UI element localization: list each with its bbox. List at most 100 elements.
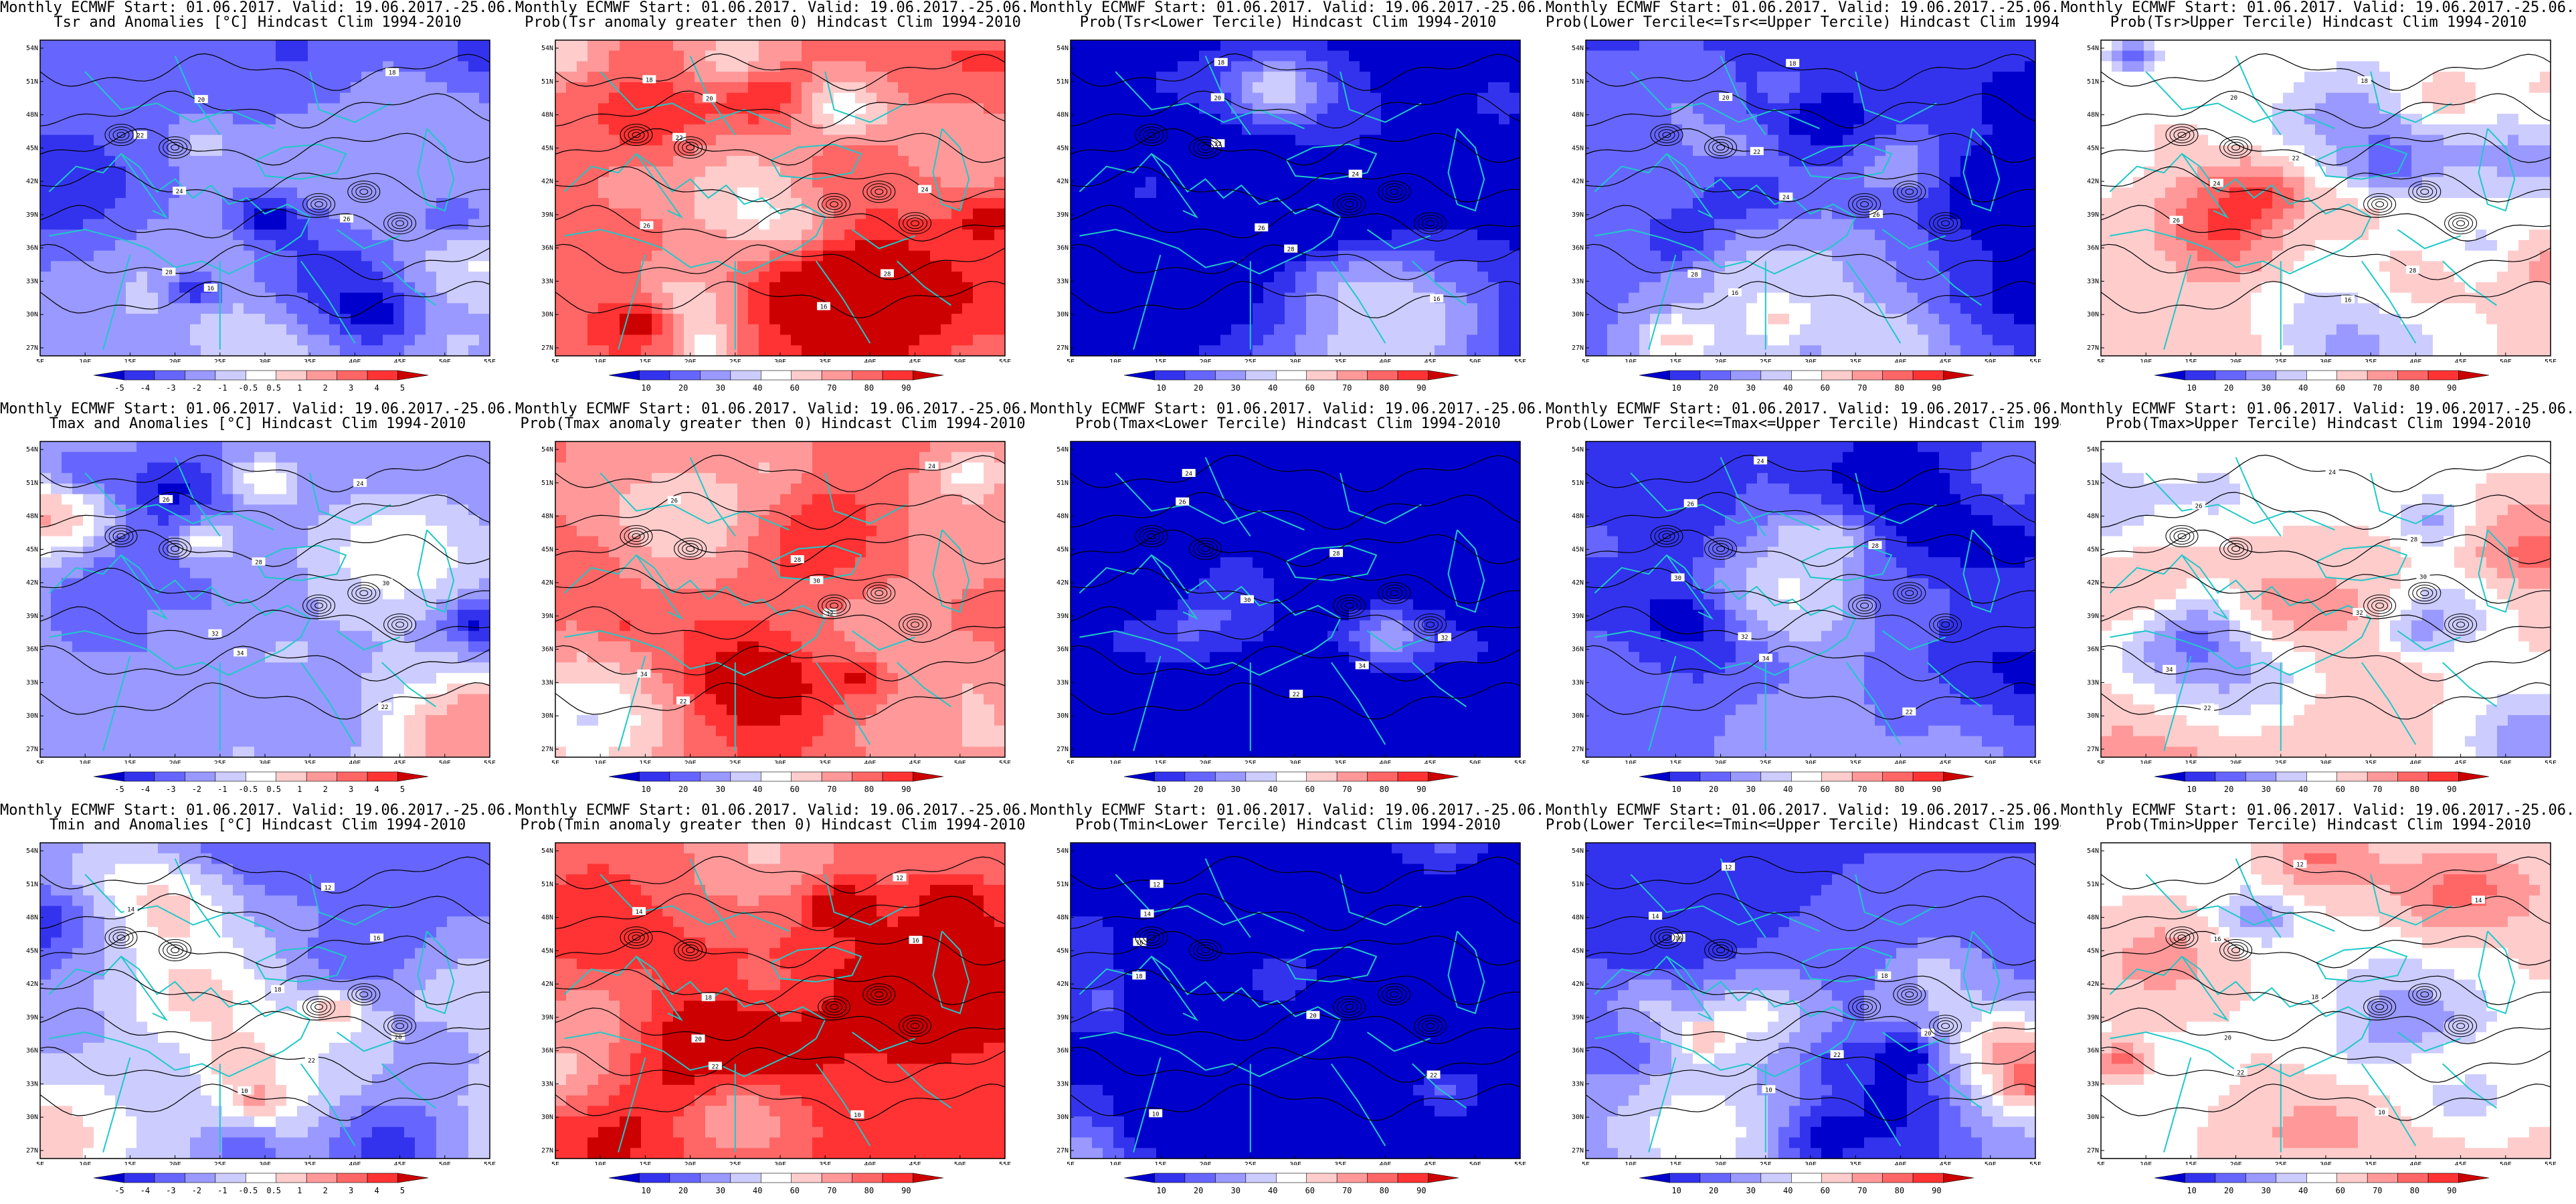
colorbar-label: 30: [1230, 383, 1240, 393]
lon-tick-label: 50E: [954, 760, 966, 764]
lat-tick-label: 36N: [2087, 245, 2099, 252]
lon-tick-label: 45E: [1424, 760, 1437, 764]
contour-label: 24: [928, 464, 935, 470]
lon-tick-label: 10E: [79, 760, 91, 764]
contour-label: 26: [343, 217, 351, 223]
contour-label: 22: [1293, 692, 1300, 698]
forecast-map: 24 26 28 30 32 34 22 54N 51N 48N 45N 42N 39N 36N 33N 30…: [1056, 441, 1526, 764]
lon-tick-label: 25E: [729, 760, 741, 764]
colorbar-label: 60: [2336, 1186, 2345, 1195]
lon-tick-label: 50E: [954, 1161, 966, 1165]
lon-tick-label: 20E: [1715, 359, 1727, 363]
colorbar: 10 20 30 40 60 70 80 90: [2154, 370, 2490, 393]
shaded-field: [2101, 843, 2551, 1159]
lon-tick-label: 55E: [2545, 760, 2557, 764]
colorbar: 10 20 30 40 60 70 80 90: [608, 771, 944, 794]
colorbar-label: 80: [1380, 1186, 1389, 1195]
contour-label: 14: [127, 907, 134, 914]
lat-tick-label: 39N: [26, 1014, 38, 1021]
lon-tick-label: 50E: [1985, 1161, 1997, 1165]
lat-tick-label: 54N: [2087, 847, 2099, 855]
colorbar-label: 2: [323, 383, 328, 393]
lon-tick-label: 35E: [819, 760, 831, 764]
colorbar: -5 -4 -3 -2 -1 -0.5 0.5 1 2 3 4 5: [93, 1173, 429, 1195]
lon-tick-label: 25E: [214, 1161, 226, 1165]
lat-tick-label: 39N: [1572, 211, 1584, 219]
contour-label: 18: [705, 995, 712, 1002]
lat-tick-label: 51N: [26, 881, 38, 888]
panel-title-line1: Monthly ECMWF Start: 01.06.2017. Valid: …: [515, 401, 1030, 417]
shaded-field: [1071, 441, 1521, 758]
lon-tick-label: 55E: [2029, 760, 2041, 764]
lat-tick-label: 36N: [541, 245, 553, 252]
lat-tick-label: 27N: [1056, 746, 1069, 753]
colorbar-label: 60: [1305, 785, 1315, 794]
colorbar-label: -2: [192, 1186, 201, 1195]
colorbar-label: 70: [1342, 1186, 1352, 1195]
lat-tick-label: 45N: [1056, 144, 1069, 152]
shaded-field: [40, 843, 490, 1159]
contour-label: 18: [646, 77, 653, 84]
colorbar: -5 -4 -3 -2 -1 -0.5 0.5 1 2 3 4 5: [93, 771, 429, 794]
lat-tick-label: 51N: [2087, 78, 2099, 86]
lon-tick-label: 25E: [1760, 760, 1772, 764]
forecast-map: 18 20 22 24 26 28 16 54N 51N 48N 45N 42N 39N 36N 33N 30…: [1056, 39, 1526, 363]
colorbar-label: 30: [1230, 1186, 1240, 1195]
lon-tick-label: 35E: [304, 760, 316, 764]
lat-tick-label: 54N: [26, 45, 38, 52]
colorbar-label: 90: [2447, 1186, 2456, 1195]
lon-tick-label: 30E: [774, 1161, 786, 1165]
lat-tick-label: 27N: [541, 344, 553, 352]
colorbar-label: 10: [1156, 1186, 1166, 1195]
lon-tick-label: 25E: [1760, 1161, 1772, 1165]
colorbar: 10 20 30 40 60 70 80 90: [608, 370, 944, 393]
colorbar-label: 20: [678, 785, 688, 794]
colorbar-label: 60: [790, 785, 800, 794]
colorbar-label: 4: [374, 383, 379, 393]
lon-tick-label: 55E: [1514, 359, 1526, 363]
contour-lines: 12 14 16 18 20 22 10: [39, 856, 490, 1121]
map-panel: Monthly ECMWF Start: 01.06.2017. Valid: …: [1546, 0, 2061, 401]
lon-tick-label: 45E: [1940, 1161, 1952, 1165]
colorbar-label: 90: [1416, 383, 1426, 393]
contour-label: 10: [2378, 1110, 2385, 1116]
lon-tick-label: 5E: [551, 359, 559, 363]
lat-tick-label: 51N: [1056, 78, 1069, 86]
forecast-map: 24 26 28 30 32 34 22 54N 51N 48N 45N 42N 39N 36N 33N 30…: [26, 441, 496, 764]
forecast-map: 18 20 22 24 26 28 16 54N 51N 48N 45N 42N 39N 36N 33N 30…: [26, 39, 496, 363]
colorbar-label: 20: [1194, 1186, 1203, 1195]
lon-tick-label: 45E: [394, 1161, 406, 1165]
lon-tick-label: 30E: [259, 760, 271, 764]
panel-title-line2: Tmax and Anomalies [°C] Hindcast Clim 19…: [0, 416, 515, 432]
forecast-map: 24 26 28 30 32 34 22 54N 51N 48N 45N 42N 39N 36N 33N 30…: [1572, 441, 2041, 764]
lon-tick-label: 55E: [484, 359, 496, 363]
forecast-map: 12 14 16 18 20 22 10 54N 51N 48N 45N 42N 39N 36N 33N 30…: [541, 842, 1011, 1165]
lon-tick-label: 45E: [2455, 760, 2467, 764]
lat-tick-label: 48N: [1572, 914, 1584, 922]
lon-tick-label: 55E: [999, 760, 1011, 764]
contour-label: 30: [1244, 597, 1251, 604]
lat-tick-label: 54N: [1572, 45, 1584, 52]
lon-tick-label: 20E: [1715, 1161, 1727, 1165]
coastlines: [1594, 56, 2001, 350]
lat-tick-label: 39N: [2087, 211, 2099, 219]
colorbar-label: 70: [1857, 1186, 1867, 1195]
lon-tick-label: 55E: [2029, 1161, 2041, 1165]
colorbar-label: 70: [1857, 785, 1867, 794]
colorbar-label: 2: [323, 1186, 328, 1195]
lat-tick-label: 42N: [1572, 579, 1584, 587]
contour-label: 16: [2214, 936, 2221, 943]
map-axes: 54N 51N 48N 45N 42N 39N 36N 33N 30N 27N 5E 10E 15E 20…: [2087, 446, 2557, 764]
colorbar-label: 80: [864, 785, 874, 794]
colorbar-label: 90: [901, 785, 911, 794]
map-axes: 54N 51N 48N 45N 42N 39N 36N 33N 30N 27N 5E 10E 15E 20…: [2087, 847, 2557, 1165]
lon-tick-label: 55E: [999, 359, 1011, 363]
lat-tick-label: 48N: [26, 513, 38, 520]
lon-tick-label: 45E: [1940, 359, 1952, 363]
colorbar-label: 90: [901, 383, 911, 393]
panel-title-line1: Monthly ECMWF Start: 01.06.2017. Valid: …: [2061, 0, 2576, 16]
contour-label: 24: [1352, 172, 1359, 179]
panel-title-line2: Prob(Tsr anomaly greater then 0) Hindcas…: [515, 15, 1030, 31]
lat-tick-label: 30N: [541, 712, 553, 720]
contour-label: 20: [1924, 1031, 1932, 1037]
